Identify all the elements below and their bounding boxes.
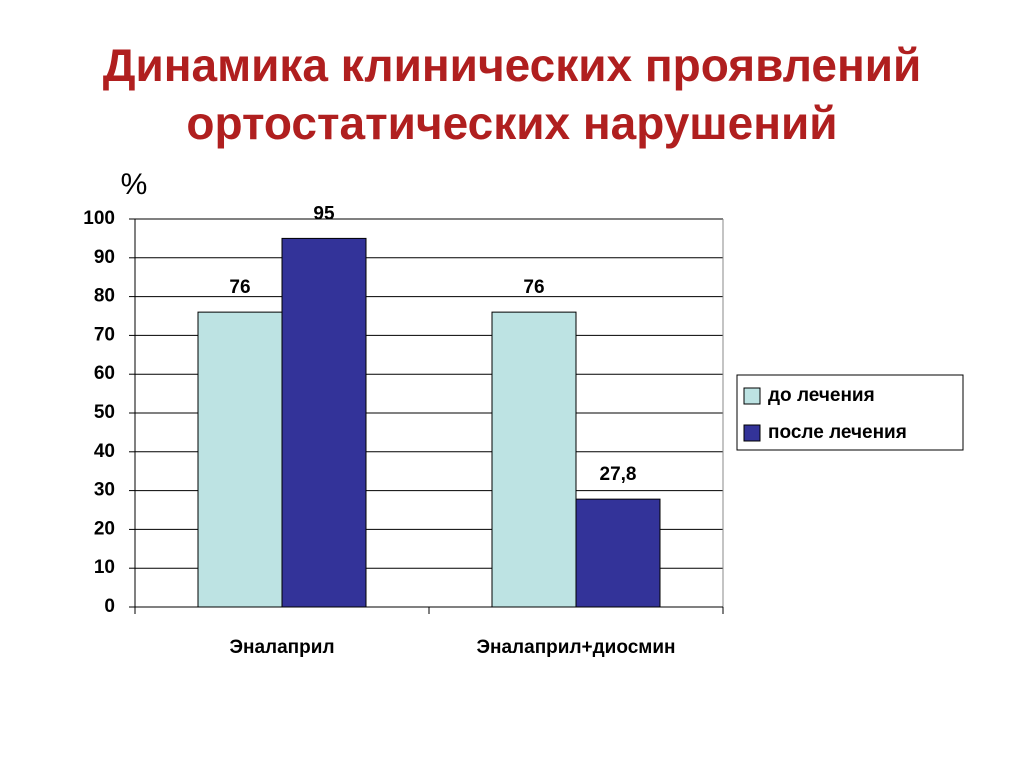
bar	[281, 237, 367, 608]
value-label: 95	[313, 203, 335, 224]
value-label: 76	[523, 277, 544, 298]
y-axis-label: %	[121, 168, 148, 201]
y-tick-label: 100	[83, 208, 115, 229]
bar	[197, 311, 283, 608]
bar	[575, 498, 661, 608]
value-label: 76	[229, 277, 250, 298]
y-tick-label: 80	[94, 286, 115, 307]
y-tick-label: 20	[94, 518, 115, 539]
chart-title: Динамика клинических проявлений ортостат…	[102, 39, 922, 149]
legend-box	[736, 374, 964, 451]
bar	[491, 311, 577, 608]
x-tick-label: Эналаприл	[229, 637, 334, 658]
value-label: 27,8	[600, 464, 637, 485]
x-tick-label: Эналаприл+диосмин	[477, 637, 676, 658]
y-tick-label: 90	[94, 247, 115, 268]
y-tick-label: 10	[94, 557, 115, 578]
legend-swatch	[743, 424, 761, 442]
legend-label: после лечения	[768, 422, 907, 443]
y-tick-label: 50	[94, 402, 115, 423]
y-tick-label: 70	[94, 324, 115, 345]
legend-label: до лечения	[768, 385, 875, 406]
y-tick-label: 40	[94, 441, 115, 462]
y-tick-label: 0	[104, 596, 115, 617]
y-tick-label: 60	[94, 363, 115, 384]
legend-swatch	[743, 387, 761, 405]
y-tick-label: 30	[94, 480, 115, 501]
